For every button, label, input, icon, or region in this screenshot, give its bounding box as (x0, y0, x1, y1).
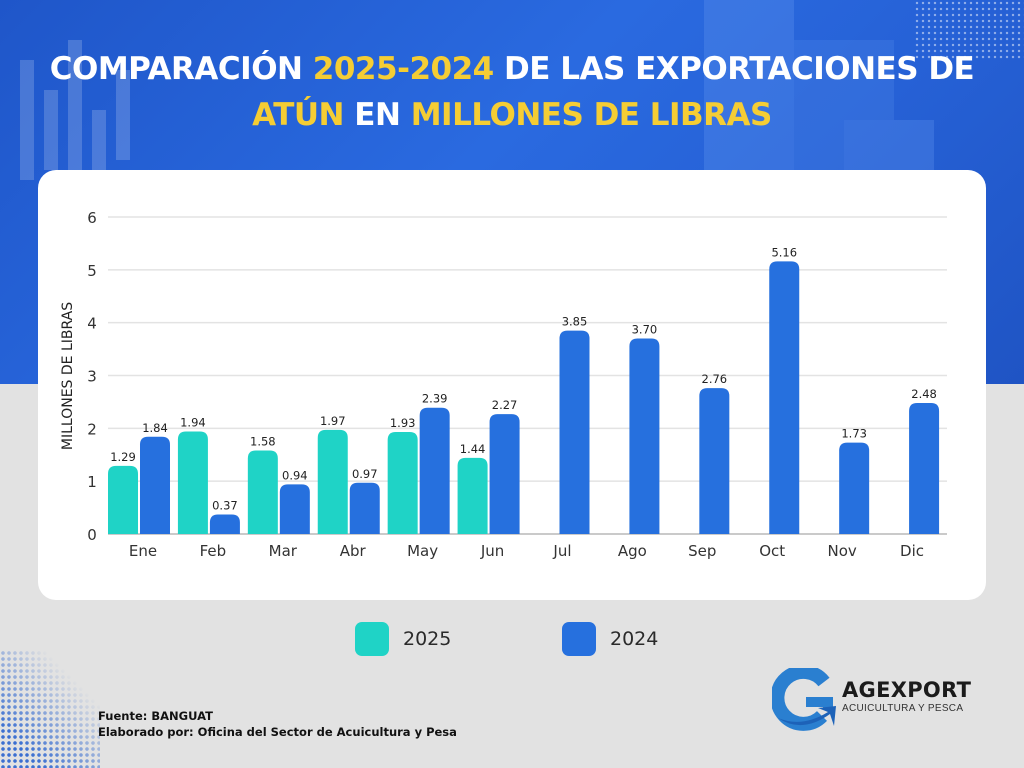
y-tick-label: 2 (87, 420, 97, 438)
legend-swatch-2025 (355, 622, 389, 656)
bar-value-label: 2.27 (492, 398, 518, 412)
legend-item-2024: 2024 (562, 622, 658, 656)
bar-2025-mar (247, 450, 278, 534)
title-highlight: MILLONES DE LIBRAS (410, 97, 773, 133)
bar-2025-may (387, 432, 418, 534)
x-tick-label: Abr (340, 542, 367, 560)
bar-value-labels: 1.29 1.84 1.94 0.37 1.58 0.94 1.97 0.97 1.93 2.39… (110, 245, 937, 512)
bar-2025-abr (317, 429, 348, 534)
bar-value-label: 2.48 (911, 387, 937, 401)
title-text: COMPARACIÓN (49, 51, 313, 87)
bar-value-label: 1.58 (250, 435, 276, 449)
bar-2024-dic (909, 402, 940, 534)
title-text: EN (343, 97, 411, 133)
author-text: Elaborado por: Oficina del Sector de Acu… (98, 725, 457, 739)
logo-subtitle: ACUICULTURA Y PESCA (842, 703, 964, 714)
x-tick-label: May (407, 542, 438, 560)
bar-2024-sep (699, 388, 730, 534)
page-title: COMPARACIÓN 2025-2024 DE LAS EXPORTACION… (0, 46, 1024, 138)
x-tick-label: Sep (688, 542, 716, 560)
title-highlight: ATÚN (252, 97, 344, 133)
y-tick-label: 5 (87, 262, 97, 280)
y-axis-ticks: 0 1 2 3 4 5 6 (87, 209, 97, 544)
gridlines (108, 216, 947, 535)
bar-value-label: 1.97 (320, 414, 346, 428)
legend-item-2025: 2025 (355, 622, 451, 656)
x-tick-label: Feb (200, 542, 227, 560)
x-tick-label: Ene (129, 542, 157, 560)
source-note: Fuente: BANGUAT Elaborado por: Oficina d… (98, 708, 457, 740)
bar-value-label: 1.29 (110, 450, 136, 464)
decorative-dots (914, 0, 1024, 60)
source-text: Fuente: BANGUAT (98, 709, 213, 723)
bar-2025-ene (108, 465, 138, 534)
x-tick-label: Jul (552, 542, 571, 560)
bar-value-label: 1.73 (841, 427, 867, 441)
y-tick-label: 0 (87, 526, 97, 544)
bar-value-label: 1.44 (460, 442, 486, 456)
x-axis-ticks: Ene Feb Mar Abr May Jun Jul Ago Sep Oct Nov Dic (129, 542, 924, 560)
bar-2024-nov (839, 442, 870, 534)
legend-swatch-2024 (562, 622, 596, 656)
bar-2024-abr (349, 482, 380, 534)
logo-g-arrow-icon (770, 664, 836, 731)
bar-value-label: 2.39 (422, 392, 448, 406)
bar-value-label: 2.76 (702, 372, 728, 386)
legend-label: 2025 (403, 628, 452, 650)
bar-value-label: 0.94 (282, 468, 308, 482)
bar-value-label: 1.93 (390, 416, 416, 430)
legend: 2025 2024 (0, 622, 1024, 658)
bar-2024-feb (209, 514, 240, 534)
bar-2024-jun (489, 414, 520, 534)
x-tick-label: Dic (900, 542, 924, 560)
x-tick-label: Mar (269, 542, 298, 560)
y-tick-label: 4 (87, 315, 97, 333)
bar-2024-jul (559, 330, 590, 534)
bar-2024-oct (769, 261, 800, 534)
y-tick-label: 1 (87, 473, 97, 491)
y-tick-label: 6 (87, 209, 97, 227)
bar-value-label: 0.97 (352, 467, 378, 481)
bar-value-label: 1.94 (180, 416, 206, 430)
x-tick-label: Ago (618, 542, 647, 560)
bar-value-label: 0.37 (212, 498, 238, 512)
bar-2024-ago (629, 338, 660, 534)
legend-label: 2024 (610, 628, 659, 650)
bar-value-label: 3.70 (632, 323, 658, 337)
bar-value-label: 1.84 (142, 421, 168, 435)
bar-value-label: 3.85 (562, 315, 588, 329)
agexport-logo: AGEXPORT ACUICULTURA Y PESCA (770, 664, 972, 734)
bar-2025-feb (177, 431, 208, 534)
bar-2024-may (419, 407, 450, 534)
bar-2024-ene (140, 436, 170, 534)
logo-name: AGEXPORT (842, 678, 972, 702)
y-tick-label: 3 (87, 368, 97, 386)
bar-2024-mar (279, 484, 310, 534)
title-highlight: 2025-2024 (312, 51, 494, 87)
bar-value-label: 5.16 (771, 245, 797, 259)
title-text: DE LAS EXPORTACIONES DE (493, 51, 975, 87)
bars (108, 261, 940, 534)
x-tick-label: Oct (759, 542, 785, 560)
bar-2025-jun (457, 457, 488, 534)
x-tick-label: Jun (480, 542, 504, 560)
decorative-dot-pattern (0, 650, 100, 768)
x-tick-label: Nov (827, 542, 856, 560)
y-axis-label: MILLONES DE LIBRAS (60, 302, 76, 450)
